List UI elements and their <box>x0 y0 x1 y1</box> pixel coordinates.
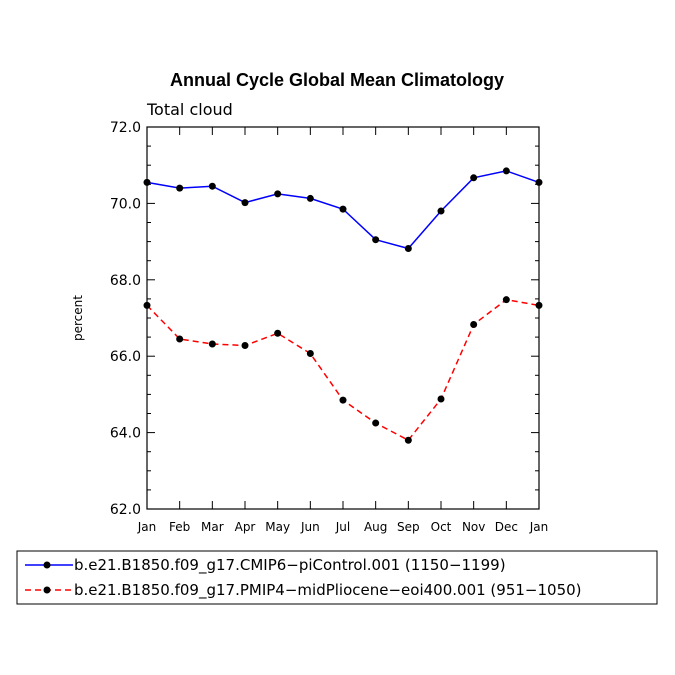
legend-item-1: b.e21.B1850.f09_g17.PMIP4−midPliocene−eo… <box>25 581 582 600</box>
y-tick-label: 70.0 <box>110 196 141 212</box>
data-point-1 <box>339 396 347 404</box>
data-point-1 <box>176 335 184 343</box>
legend-marker-0 <box>43 561 51 569</box>
data-point-1 <box>143 301 151 309</box>
legend-marker-1 <box>43 586 51 594</box>
x-tick-labels: Jan Feb Mar Apr May Jun Jul Aug Sep Oct Nov Dec Jan <box>137 520 549 534</box>
x-tick-label: Jan <box>529 520 549 534</box>
x-tick-label: Jun <box>300 520 320 534</box>
data-point-0 <box>404 244 412 252</box>
data-point-0 <box>535 178 543 186</box>
data-point-1 <box>372 419 380 427</box>
series-line-1 <box>146 298 540 442</box>
data-point-1 <box>404 436 412 444</box>
series-group <box>143 167 543 444</box>
y-tick-label: 62.0 <box>110 502 141 518</box>
axis-ticks <box>146 126 540 510</box>
legend-box <box>16 550 658 605</box>
data-point-1 <box>470 320 478 328</box>
data-point-1 <box>241 342 249 350</box>
data-point-1 <box>274 329 282 337</box>
data-point-0 <box>143 178 151 186</box>
y-tick-label: 66.0 <box>110 349 141 365</box>
x-tick-label: Sep <box>397 520 420 534</box>
legend-label-0: b.e21.B1850.f09_g17.CMIP6−piControl.001 … <box>74 556 506 575</box>
x-tick-label: Nov <box>462 520 485 534</box>
y-tick-label: 72.0 <box>110 120 141 136</box>
data-point-0 <box>306 194 314 202</box>
data-point-1 <box>437 395 445 403</box>
x-tick-label: May <box>265 520 290 534</box>
x-tick-label: Dec <box>495 520 518 534</box>
y-tick-labels: 62.0 64.0 66.0 68.0 70.0 72.0 <box>110 120 141 518</box>
data-point-1 <box>502 296 510 304</box>
data-point-1 <box>208 340 216 348</box>
data-point-1 <box>306 350 314 358</box>
legend-item-0: b.e21.B1850.f09_g17.CMIP6−piControl.001 … <box>25 556 506 575</box>
data-point-0 <box>176 184 184 192</box>
chart-title: Annual Cycle Global Mean Climatology <box>170 70 504 90</box>
data-point-0 <box>241 199 249 207</box>
data-point-0 <box>208 182 216 190</box>
x-tick-label: Feb <box>169 520 190 534</box>
x-tick-label: Aug <box>364 520 387 534</box>
x-tick-label: Apr <box>235 520 256 534</box>
data-point-0 <box>372 236 380 244</box>
data-point-0 <box>274 190 282 198</box>
y-axis-label: percent <box>71 295 85 341</box>
x-tick-label: Mar <box>201 520 224 534</box>
y-tick-label: 64.0 <box>110 426 141 442</box>
x-tick-label: Jul <box>335 520 350 534</box>
data-point-0 <box>437 207 445 215</box>
y-tick-label: 68.0 <box>110 273 141 289</box>
data-point-0 <box>339 205 347 213</box>
data-point-0 <box>502 167 510 175</box>
plot-frame <box>146 126 540 510</box>
data-point-0 <box>470 174 478 182</box>
x-tick-label: Oct <box>431 520 452 534</box>
chart-subtitle: Total cloud <box>146 100 233 119</box>
data-point-1 <box>535 301 543 309</box>
x-tick-label: Jan <box>137 520 157 534</box>
legend-label-1: b.e21.B1850.f09_g17.PMIP4−midPliocene−eo… <box>74 581 582 600</box>
